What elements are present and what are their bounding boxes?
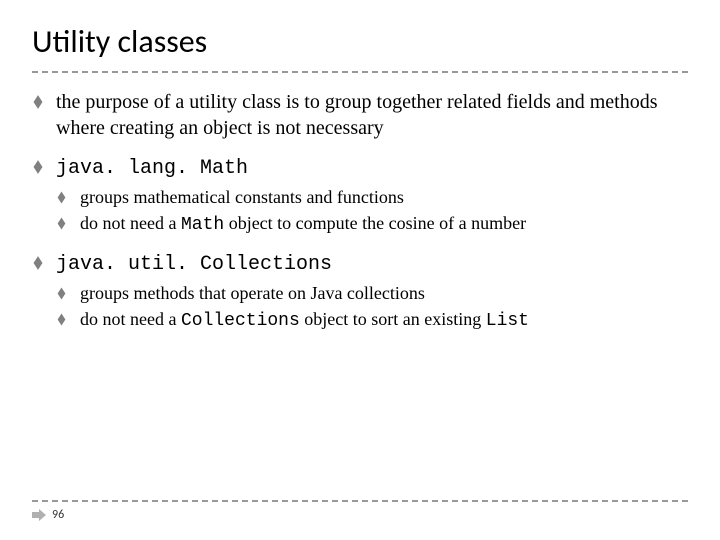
page-number: 96 — [52, 508, 64, 522]
bullet-3-sub-1-text: groups methods that operate on Java coll… — [80, 283, 425, 303]
title-divider — [32, 71, 688, 73]
bullet-2-sublist: groups mathematical constants and functi… — [56, 186, 688, 238]
bullet-3-sub-2-mid: object to sort an existing — [300, 309, 486, 329]
bullet-2-sub-2: do not need a Math object to compute the… — [56, 212, 688, 238]
bullet-3-sub-2-code: Collections — [181, 311, 300, 331]
bullet-2: java. lang. Math groups mathematical con… — [32, 154, 688, 238]
bullet-2-sub-1-text: groups mathematical constants and functi… — [80, 187, 404, 207]
slide-title: Utility classes — [32, 22, 688, 61]
footer-divider — [32, 500, 688, 502]
bullet-2-sub-2-pre: do not need a — [80, 213, 181, 233]
bullet-2-sub-1: groups mathematical constants and functi… — [56, 186, 688, 210]
main-bullet-list: the purpose of a utility class is to gro… — [32, 89, 688, 334]
bullet-2-sub-2-code: Math — [181, 215, 224, 235]
bullet-1: the purpose of a utility class is to gro… — [32, 89, 688, 142]
bullet-2-sub-2-post: object to compute the cosine of a number — [224, 213, 526, 233]
bullet-3-sub-2-code2: List — [486, 311, 529, 331]
bullet-2-code: java. lang. Math — [56, 157, 248, 180]
bullet-3-code: java. util. Collections — [56, 253, 332, 276]
bullet-3-sub-1: groups methods that operate on Java coll… — [56, 282, 688, 306]
footer-row: 96 — [32, 508, 688, 522]
bullet-1-text: the purpose of a utility class is to gro… — [56, 91, 658, 139]
slide-footer: 96 — [32, 500, 688, 522]
bullet-3-sublist: groups methods that operate on Java coll… — [56, 282, 688, 334]
bullet-3-sub-2-pre: do not need a — [80, 309, 181, 329]
bullet-3: java. util. Collections groups methods t… — [32, 250, 688, 334]
arrow-right-icon — [32, 509, 46, 521]
bullet-3-sub-2: do not need a Collections object to sort… — [56, 308, 688, 334]
